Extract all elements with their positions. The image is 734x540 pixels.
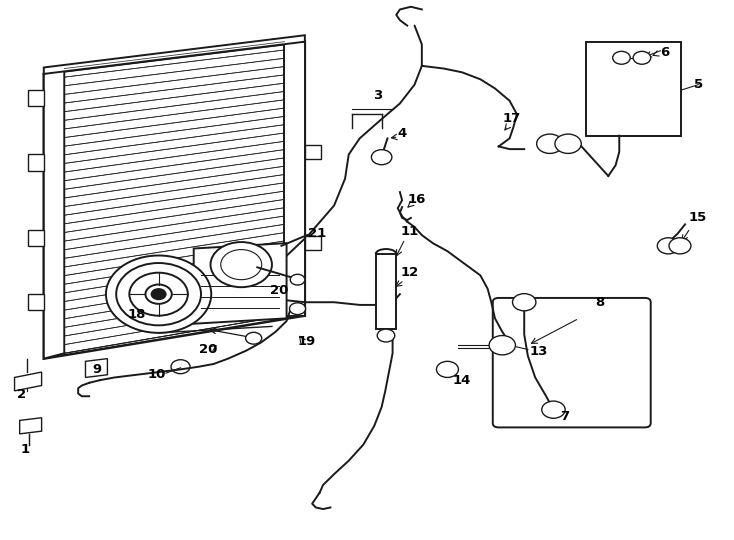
- Text: 4: 4: [398, 126, 407, 139]
- Circle shape: [669, 238, 691, 254]
- Circle shape: [512, 294, 536, 311]
- Polygon shape: [28, 154, 44, 171]
- Text: 20: 20: [270, 284, 288, 297]
- Circle shape: [437, 361, 459, 377]
- Circle shape: [371, 150, 392, 165]
- Circle shape: [537, 134, 563, 153]
- Text: 5: 5: [694, 78, 703, 91]
- Text: 15: 15: [688, 211, 707, 224]
- Circle shape: [633, 51, 651, 64]
- Circle shape: [489, 335, 515, 355]
- Circle shape: [555, 134, 581, 153]
- Circle shape: [151, 289, 166, 300]
- Circle shape: [106, 255, 211, 333]
- Circle shape: [289, 303, 305, 315]
- Bar: [376, 254, 396, 329]
- Text: 21: 21: [308, 227, 327, 240]
- Circle shape: [657, 238, 679, 254]
- Text: 1: 1: [21, 443, 29, 456]
- Polygon shape: [44, 69, 65, 359]
- Polygon shape: [284, 42, 305, 316]
- Polygon shape: [65, 42, 284, 353]
- Text: 12: 12: [400, 266, 418, 279]
- Text: 18: 18: [128, 308, 146, 321]
- Circle shape: [542, 401, 565, 418]
- Text: 16: 16: [407, 193, 426, 206]
- Text: 10: 10: [148, 368, 167, 381]
- Text: 7: 7: [560, 410, 569, 423]
- Text: 13: 13: [530, 345, 548, 358]
- Text: 20: 20: [199, 343, 217, 356]
- Polygon shape: [305, 145, 321, 159]
- Text: 6: 6: [660, 46, 669, 59]
- Circle shape: [246, 332, 262, 344]
- Text: 14: 14: [453, 374, 471, 387]
- Polygon shape: [28, 230, 44, 246]
- Bar: [586, 42, 681, 136]
- Text: 11: 11: [400, 225, 418, 238]
- Circle shape: [211, 242, 272, 287]
- Polygon shape: [305, 237, 321, 250]
- Text: 3: 3: [374, 89, 382, 102]
- Text: 9: 9: [92, 363, 101, 376]
- Polygon shape: [194, 243, 286, 323]
- Polygon shape: [15, 372, 42, 391]
- Circle shape: [613, 51, 631, 64]
- Text: 8: 8: [595, 296, 604, 309]
- Text: 2: 2: [18, 388, 26, 401]
- Circle shape: [145, 285, 172, 304]
- Text: 17: 17: [503, 112, 521, 125]
- Polygon shape: [28, 294, 44, 310]
- Polygon shape: [20, 418, 42, 434]
- Text: 19: 19: [298, 335, 316, 348]
- Polygon shape: [28, 90, 44, 106]
- Polygon shape: [44, 35, 305, 74]
- Circle shape: [377, 329, 395, 342]
- Circle shape: [290, 274, 305, 285]
